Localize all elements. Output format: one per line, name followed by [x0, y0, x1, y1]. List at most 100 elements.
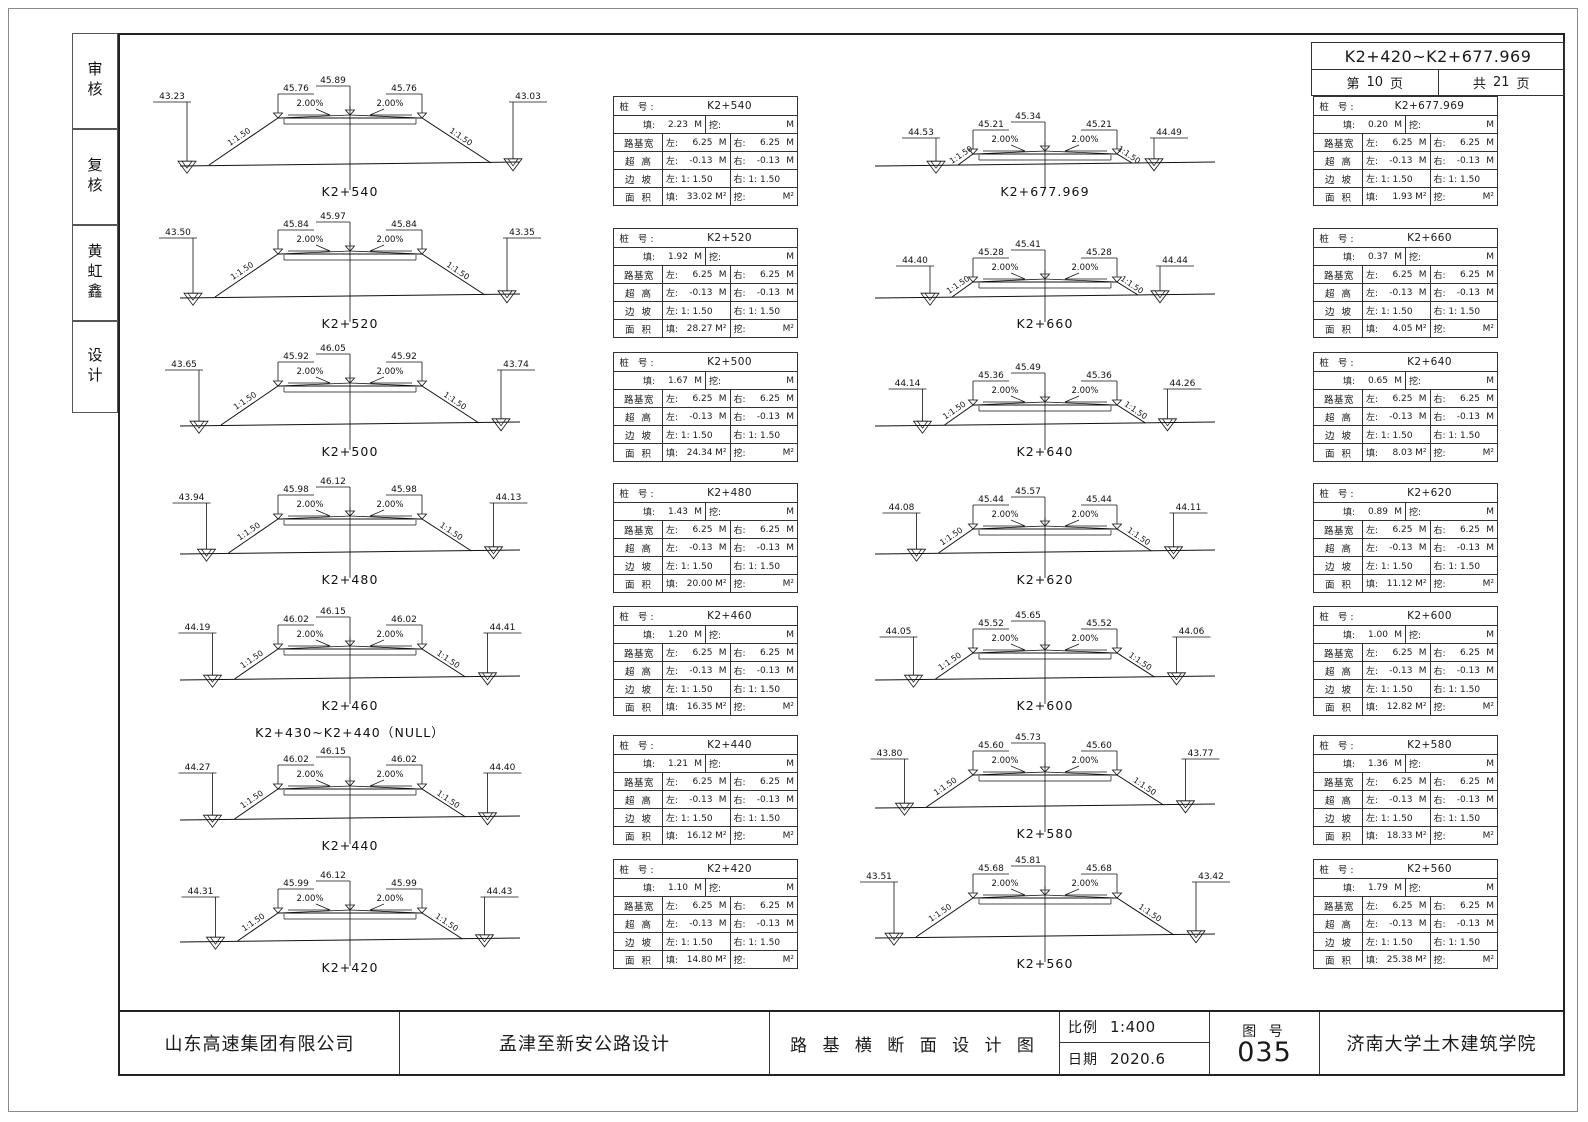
area-label: 面 积	[1324, 831, 1354, 843]
field-label: 左:	[1366, 902, 1379, 912]
svg-text:2.00%: 2.00%	[991, 263, 1018, 273]
field-label: 左:	[666, 544, 679, 554]
scale-date-cell: 比例 1:400 日期 2020.6	[1060, 1012, 1210, 1074]
fill-depth-cell: 填: 1.79 M	[1343, 882, 1402, 895]
area-fill-cell: 填: 33.02 M²	[662, 188, 730, 205]
field-label: 左:	[1366, 526, 1379, 536]
field-label: 挖:	[709, 121, 722, 131]
svg-text:2.00%: 2.00%	[991, 510, 1018, 520]
sheet-outer-border	[8, 8, 1578, 1112]
total-number: 21	[1492, 75, 1510, 90]
svg-text:44.40: 44.40	[902, 256, 928, 266]
field-label: 左:	[1366, 271, 1379, 281]
svg-text:46.02: 46.02	[283, 615, 309, 625]
field-label: 右:	[1433, 526, 1446, 536]
side-slope-label: 边 坡	[1324, 813, 1354, 825]
superelevation-label: 超 高	[624, 795, 654, 807]
field-value: -0.13	[1456, 287, 1480, 298]
svg-text:45.68: 45.68	[1086, 864, 1112, 874]
area-cut-cell: 挖: M²	[729, 575, 798, 592]
field-unit: M	[1418, 269, 1427, 280]
field-label: 左:	[1366, 667, 1379, 677]
field-value: 16.35	[686, 701, 713, 712]
station-label: 桩 号:	[1319, 612, 1357, 623]
section-data-table-K2+580: 桩 号: K2+580 填: 1.36 M 挖: M 路基宽 左: 6.25 M 右: 6.25 M 超 高…	[1313, 735, 1498, 845]
side-slope-right: 右: 1: 1.50	[729, 680, 798, 697]
subgrade-width-left: 左: 6.25 M	[1362, 773, 1430, 790]
fill-depth-cell: 填: 1.67 M	[643, 375, 702, 388]
station-label: 桩 号:	[1319, 234, 1357, 245]
superelevation-right: 右: -0.13 M	[729, 284, 798, 301]
svg-text:44.40: 44.40	[490, 763, 516, 773]
svg-text:43.74: 43.74	[503, 360, 529, 370]
side-slope-left: 左: 1: 1.50	[662, 809, 730, 826]
station-label: 桩 号:	[1319, 865, 1357, 876]
side-slope-label: 边 坡	[1324, 306, 1354, 318]
field-value: 6.25	[1459, 137, 1480, 148]
field-label: 挖:	[1433, 580, 1446, 590]
subgrade-width-label: 路基宽	[1323, 777, 1354, 789]
field-label: 右:	[733, 157, 746, 167]
svg-text:43.94: 43.94	[179, 493, 205, 503]
station-label: 桩 号:	[619, 234, 657, 245]
field-unit: M	[718, 524, 727, 535]
area-cut-cell: 挖: M²	[1429, 951, 1498, 968]
side-slope-label: 边 坡	[624, 813, 654, 825]
field-unit: M²	[1482, 191, 1494, 202]
station-range: K2+420~K2+677.969	[1311, 42, 1565, 70]
subgrade-width-label: 路基宽	[1323, 138, 1354, 150]
side-slope-left: 左: 1: 1.50	[662, 170, 730, 187]
cut-depth-cell: 挖: M	[705, 372, 797, 389]
cross-section-station-label: K2+460	[321, 698, 379, 713]
side-slope-label: 边 坡	[1324, 561, 1354, 573]
field-label: 左:	[666, 289, 679, 299]
fill-depth-value: 1.36	[1367, 758, 1388, 769]
field-label: 左:	[1366, 796, 1379, 806]
field-unit: M	[786, 758, 794, 769]
field-unit: M	[1418, 776, 1427, 787]
cut-depth-cell: 挖: M	[1405, 879, 1497, 896]
field-label: 挖:	[709, 760, 722, 770]
side-slope-left: 左: 1: 1.50	[662, 680, 730, 697]
superelevation-label: 超 高	[624, 156, 654, 168]
superelevation-left: 左: -0.13 M	[662, 152, 730, 169]
subgrade-width-right: 右: 6.25 M	[729, 266, 798, 283]
superelevation-right: 右: -0.13 M	[729, 408, 798, 425]
field-label: 左:	[1366, 920, 1379, 930]
fill-depth-value: 1.92	[667, 251, 688, 262]
side-slope-left: 左: 1: 1.50	[1362, 557, 1430, 574]
field-unit: M²	[1482, 323, 1494, 334]
field-value: 25.38	[1386, 954, 1413, 965]
field-label: 右:	[733, 271, 746, 281]
fill-depth-value: 1.20	[667, 629, 688, 640]
field-value: 6.25	[759, 900, 780, 911]
cross-section-K2+620: 44.08 44.11 45.44 45.57 45.44 2.00% 2.00% 1:1.5…	[874, 472, 1216, 590]
field-unit: M	[1486, 918, 1494, 929]
subgrade-width-right: 右: 6.25 M	[1429, 644, 1498, 661]
superelevation-right: 右: -0.13 M	[1429, 284, 1498, 301]
svg-text:44.26: 44.26	[1170, 379, 1196, 389]
field-unit: M	[786, 542, 794, 553]
subgrade-width-label: 路基宽	[623, 777, 654, 789]
field-unit: M²	[1482, 578, 1494, 589]
field-value: 6.25	[759, 524, 780, 535]
side-slope-left: 左: 1: 1.50	[662, 426, 730, 443]
field-unit: M	[1418, 524, 1427, 535]
scale-value: 1:400	[1110, 1018, 1156, 1036]
station-value: K2+600	[1407, 610, 1452, 622]
area-cut-cell: 挖: M²	[1429, 320, 1498, 337]
field-label: 挖:	[1409, 760, 1422, 770]
subgrade-width-label: 路基宽	[623, 270, 654, 282]
field-unit: M	[718, 393, 727, 404]
svg-text:45.84: 45.84	[391, 220, 417, 230]
subgrade-width-left: 左: 6.25 M	[662, 773, 730, 790]
cross-section-station-label: K2+640	[1016, 444, 1074, 459]
field-unit: M²	[1415, 447, 1427, 458]
field-unit: M²	[782, 447, 794, 458]
subgrade-width-label: 路基宽	[1323, 394, 1354, 406]
field-unit: M²	[1482, 830, 1494, 841]
field-value: -0.13	[1456, 918, 1480, 929]
side-slope-left: 左: 1: 1.50	[1362, 170, 1430, 187]
cross-section-K2+640: 44.14 44.26 45.36 45.49 45.36 2.00% 2.00% 1:1.5…	[874, 344, 1216, 462]
svg-text:44.49: 44.49	[1156, 128, 1182, 138]
